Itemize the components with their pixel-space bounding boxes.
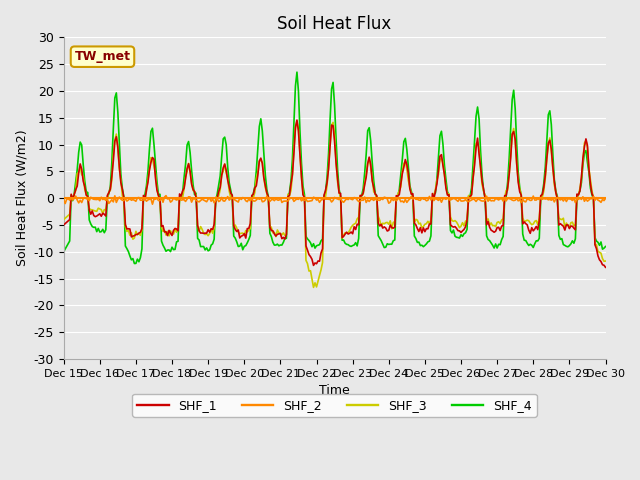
- SHF_3: [389, 219, 397, 225]
- Title: Soil Heat Flux: Soil Heat Flux: [278, 15, 392, 33]
- SHF_2: [164, 196, 172, 202]
- Line: SHF_2: SHF_2: [63, 196, 605, 204]
- SHF_2: [75, 200, 83, 206]
- X-axis label: Time: Time: [319, 384, 350, 397]
- SHF_2: [602, 195, 609, 201]
- SHF_4: [401, 135, 409, 141]
- SHF_3: [602, 258, 609, 264]
- Legend: SHF_1, SHF_2, SHF_3, SHF_4: SHF_1, SHF_2, SHF_3, SHF_4: [132, 394, 537, 417]
- SHF_1: [537, 192, 545, 198]
- Text: TW_met: TW_met: [74, 50, 131, 63]
- SHF_4: [131, 261, 138, 266]
- SHF_2: [162, 193, 170, 199]
- SHF_2: [148, 201, 156, 207]
- SHF_3: [371, 191, 379, 196]
- SHF_4: [389, 238, 397, 243]
- SHF_4: [371, 191, 379, 196]
- SHF_1: [388, 225, 396, 230]
- Y-axis label: Soil Heat Flux (W/m2): Soil Heat Flux (W/m2): [15, 130, 28, 266]
- SHF_1: [370, 185, 378, 191]
- SHF_3: [60, 216, 67, 222]
- SHF_4: [538, 191, 546, 197]
- SHF_3: [538, 194, 546, 200]
- SHF_2: [389, 198, 397, 204]
- SHF_4: [293, 69, 301, 75]
- SHF_2: [371, 196, 379, 202]
- SHF_1: [60, 222, 67, 228]
- SHF_4: [75, 149, 83, 155]
- SHF_3: [161, 228, 168, 233]
- SHF_3: [75, 169, 83, 175]
- SHF_3: [310, 285, 317, 290]
- SHF_1: [161, 229, 168, 235]
- SHF_2: [538, 196, 546, 202]
- SHF_3: [293, 119, 301, 124]
- SHF_2: [60, 196, 67, 202]
- Line: SHF_4: SHF_4: [63, 72, 605, 264]
- SHF_4: [602, 244, 609, 250]
- SHF_1: [293, 117, 301, 123]
- SHF_1: [75, 170, 83, 176]
- SHF_1: [400, 165, 408, 170]
- SHF_4: [60, 249, 67, 254]
- SHF_4: [162, 248, 170, 254]
- SHF_2: [401, 196, 409, 202]
- SHF_1: [602, 264, 609, 270]
- Line: SHF_1: SHF_1: [63, 120, 605, 267]
- SHF_3: [401, 159, 409, 165]
- Line: SHF_3: SHF_3: [63, 121, 605, 288]
